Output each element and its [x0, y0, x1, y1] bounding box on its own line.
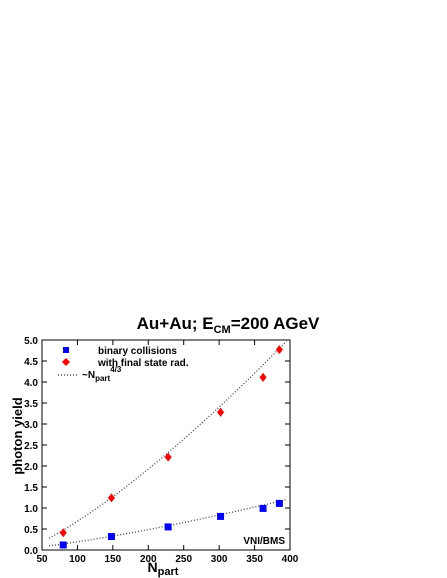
plot-frame: [41, 339, 291, 551]
legend-label-fit: ~Npart4/3: [82, 365, 122, 383]
data-point-binary: [107, 533, 115, 541]
legend-label-binary: binary collisions: [98, 346, 177, 357]
x-tick-label: 250: [175, 554, 192, 565]
data-point-binary: [275, 499, 283, 507]
data-point-final-state: [107, 493, 115, 503]
x-axis-label-subscript: part: [158, 566, 179, 578]
legend-marker-final-state: [62, 358, 70, 366]
data-point-binary: [164, 523, 172, 531]
data-point-final-state: [164, 452, 172, 462]
legend: binary collisions with final state rad. …: [58, 346, 189, 383]
chart-title-subscript: CM: [214, 324, 231, 336]
data-point-binary: [217, 512, 225, 520]
data-point-final-state: [275, 345, 283, 355]
data-points: [59, 345, 283, 549]
data-point-final-state: [59, 528, 67, 538]
chart-title-rest: =200 AGeV: [231, 314, 320, 333]
legend-fit-superscript: 4/3: [110, 365, 122, 374]
y-tick-label: 3.5: [24, 399, 38, 410]
data-point-binary: [259, 504, 267, 512]
x-axis-label: Npart: [148, 559, 179, 578]
y-tick-label: 1.0: [24, 504, 38, 515]
chart-title-main: Au+Au; E: [137, 314, 214, 333]
axis-ticks: 50 100 150 200 250 300 350 400 0.0 0.5 1.0 1.5 2.0 2.…: [24, 336, 299, 565]
y-tick-label: 5.0: [24, 336, 38, 347]
legend-label-final-state: with final state rad.: [97, 358, 189, 369]
legend-marker-binary: [63, 347, 69, 353]
x-tick-label: 200: [140, 554, 157, 565]
y-tick-label: 0.0: [24, 546, 38, 557]
data-point-final-state: [217, 407, 225, 417]
x-tick-label: 400: [282, 554, 299, 565]
x-tick-label: 350: [246, 554, 263, 565]
legend-fit-main: ~N: [82, 370, 95, 381]
y-tick-label: 2.5: [24, 441, 38, 452]
y-axis-label: photon yield: [10, 397, 25, 474]
chart-title: Au+Au; ECM=200 AGeV: [137, 314, 320, 336]
y-tick-label: 1.5: [24, 483, 38, 494]
y-tick-label: 4.0: [24, 378, 38, 389]
data-point-final-state: [259, 372, 267, 382]
x-tick-label: 50: [36, 554, 48, 565]
source-annotation: VNI/BMS: [243, 536, 285, 547]
y-tick-label: 4.5: [24, 357, 38, 368]
x-axis-label-main: N: [148, 559, 158, 575]
y-tick-label: 0.5: [24, 525, 38, 536]
y-tick-label: 2.0: [24, 462, 38, 473]
x-tick-label: 150: [105, 554, 122, 565]
x-tick-label: 100: [69, 554, 86, 565]
legend-fit-subscript: part: [95, 374, 110, 383]
x-tick-label: 300: [211, 554, 228, 565]
data-point-binary: [59, 541, 67, 549]
y-tick-label: 3.0: [24, 420, 38, 431]
